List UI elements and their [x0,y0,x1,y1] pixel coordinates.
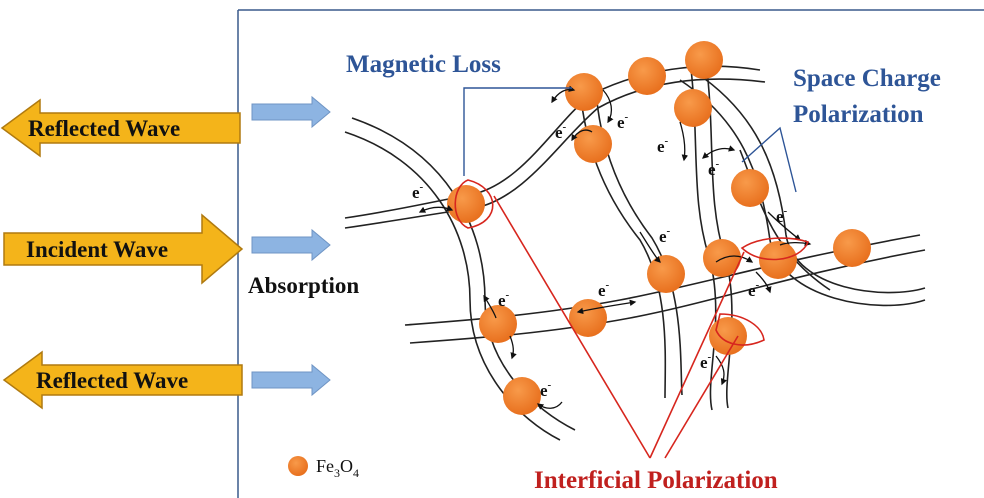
fe3o4-particle [685,41,723,79]
incident-wave-label: Incident Wave [26,237,168,262]
electron-hops [418,85,812,410]
space-charge-label-line1: Space Charge [793,65,941,92]
electron-label: e- [708,158,720,179]
electron-label: e- [776,205,788,226]
blue-arrow-middle [251,228,331,262]
electron-labels: e- e- e- e- e- e- e- e- e- e- e- e- [412,111,788,400]
electron-label: e- [555,121,567,142]
fe3o4-particle [731,169,769,207]
reflected-wave-bottom-label: Reflected Wave [36,368,188,393]
interficial-polarization-lines [454,179,810,459]
fe3o4-particle [674,89,712,127]
electron-label: e- [659,225,671,246]
fe3o4-particle [574,125,612,163]
fe3o4-particle [833,229,871,267]
legend: Fe3O4 [288,456,359,480]
electron-label: e- [540,379,552,400]
fe3o4-particle [479,305,517,343]
electron-label: e- [748,279,760,300]
legend-label: Fe3O4 [316,456,359,480]
space-charge-label-line2: Polarization [793,101,924,128]
fe3o4-particle [503,377,541,415]
callout-lines [463,87,797,193]
electron-label: e- [617,111,629,132]
fe3o4-particle [565,73,603,111]
incident-wave-arrow: Incident Wave [3,213,244,285]
blue-arrow-top [251,95,331,129]
reflected-wave-top-label: Reflected Wave [28,116,180,141]
magnetic-loss-label: Magnetic Loss [346,51,501,78]
blue-arrow-bottom [251,363,331,397]
electron-label: e- [700,351,712,372]
electron-label: e- [498,289,510,310]
fe3o4-particle [447,185,485,223]
reflected-wave-top-arrow: Reflected Wave [0,98,241,158]
fe3o4-particle [628,57,666,95]
interficial-polarization-label: Interficial Polarization [534,467,778,494]
electron-label: e- [657,135,669,156]
electron-label: e- [598,279,610,300]
legend-particle-icon [288,456,308,476]
electron-label: e- [412,181,424,202]
fe3o4-particle [647,255,685,293]
fe3o4-particle [709,317,747,355]
absorption-label: Absorption [248,273,359,298]
reflected-wave-bottom-arrow: Reflected Wave [2,350,243,410]
